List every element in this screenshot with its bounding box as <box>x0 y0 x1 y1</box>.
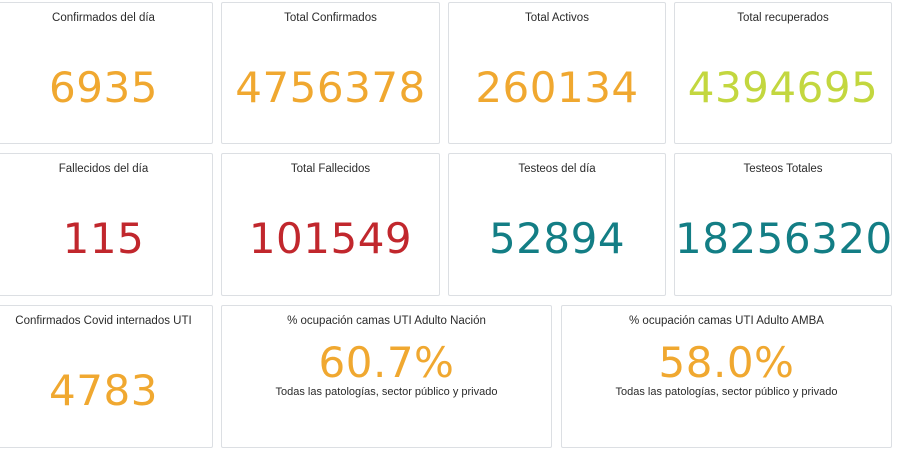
card-fallecidos-dia: Fallecidos del día 115 <box>0 153 213 296</box>
card-title: Testeos del día <box>518 163 596 175</box>
card-internados-uti: Confirmados Covid internados UTI 4783 <box>0 305 213 448</box>
card-value: 4783 <box>49 366 158 415</box>
card-title: Confirmados del día <box>52 12 155 24</box>
card-title: Total Activos <box>525 12 589 24</box>
card-testeos-dia: Testeos del día 52894 <box>448 153 666 296</box>
card-title: Fallecidos del día <box>58 163 149 175</box>
card-ocupacion-amba: % ocupación camas UTI Adulto AMBA 58.0% … <box>561 305 892 448</box>
card-confirmados-dia: Confirmados del día 6935 <box>0 2 213 144</box>
card-value: 6935 <box>49 63 158 112</box>
card-total-activos: Total Activos 260134 <box>448 2 666 144</box>
card-total-confirmados: Total Confirmados 4756378 <box>221 2 440 144</box>
card-subtitle: Todas las patologías, sector público y p… <box>275 386 498 398</box>
card-title: Testeos Totales <box>743 163 823 175</box>
card-title: Total Confirmados <box>284 12 377 24</box>
card-value: 101549 <box>248 214 413 263</box>
card-value: 60.7% <box>318 338 455 387</box>
card-value: 4756378 <box>235 63 426 112</box>
card-testeos-totales: Testeos Totales 18256320 <box>674 153 892 296</box>
card-subtitle: Todas las patologías, sector público y p… <box>615 386 838 398</box>
card-title: Total Fallecidos <box>290 163 371 175</box>
card-title: % ocupación camas UTI Adulto Nación <box>287 315 486 327</box>
card-title: Total recuperados <box>737 12 829 24</box>
card-value: 58.0% <box>658 338 795 387</box>
card-total-recuperados: Total recuperados 4394695 <box>674 2 892 144</box>
card-value: 18256320 <box>675 214 892 263</box>
card-value: 115 <box>62 214 145 263</box>
card-title: % ocupación camas UTI Adulto AMBA <box>629 315 824 327</box>
card-total-fallecidos: Total Fallecidos 101549 <box>221 153 440 296</box>
card-ocupacion-nacion: % ocupación camas UTI Adulto Nación 60.7… <box>221 305 552 448</box>
card-value: 4394695 <box>687 63 879 112</box>
card-title: Confirmados Covid internados UTI <box>15 315 192 327</box>
card-value: 260134 <box>475 63 639 112</box>
card-value: 52894 <box>488 214 626 263</box>
